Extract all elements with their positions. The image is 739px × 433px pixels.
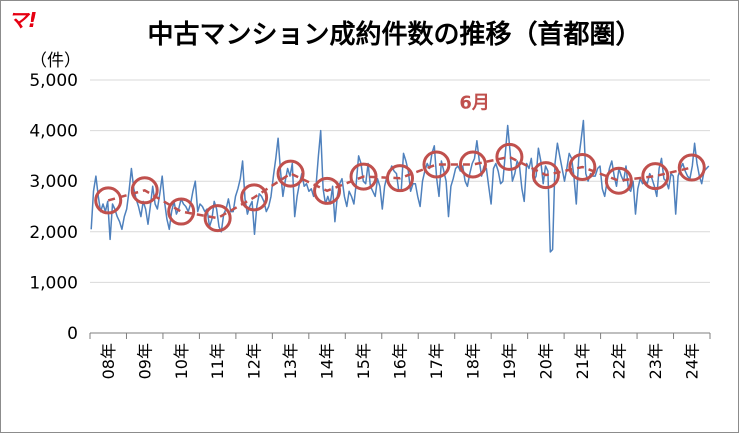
x-tick-label: 14年: [318, 343, 337, 379]
annual-marker: [349, 162, 378, 191]
x-tick-label: 20年: [536, 343, 555, 379]
x-tick-label: 10年: [172, 343, 191, 379]
x-tick-label: 09年: [135, 343, 154, 379]
annual-marker: [313, 176, 342, 205]
y-tick-label: 1,000: [29, 273, 78, 293]
x-tick-label: 17年: [427, 343, 446, 379]
annotation-june: 6月: [459, 93, 490, 114]
annual-marker: [495, 142, 524, 171]
x-tick-label: 12年: [245, 343, 264, 379]
annual-marker: [422, 150, 451, 179]
axes: [89, 332, 711, 339]
tick-labels: 0 1,000 2,000 3,000 4,000 5,000 08年 09年 10年 11年 12…: [29, 71, 701, 379]
annual-marker: [677, 153, 706, 182]
x-tick-label: 21年: [573, 343, 592, 379]
y-tick-label: 2,000: [29, 223, 78, 243]
annual-marker: [94, 186, 123, 215]
annual-marker: [130, 176, 159, 205]
annual-marker: [203, 204, 232, 233]
x-tick-label: 23年: [646, 343, 665, 379]
annual-marker: [167, 197, 196, 226]
annual-series: [94, 142, 706, 233]
brand-logo: マ!: [8, 8, 38, 32]
y-axis-unit-label: （件）: [30, 51, 81, 71]
y-tick-label: 5,000: [29, 71, 78, 91]
annual-marker: [276, 159, 305, 188]
chart-title: 中古マンション成約件数の推移（首都圏）: [147, 20, 642, 50]
annual-marker: [458, 150, 487, 179]
x-tick-label: 13年: [281, 343, 300, 379]
x-tick-label: 08年: [99, 343, 118, 379]
x-tick-label: 19年: [500, 343, 519, 379]
x-tick-label: 15年: [354, 343, 373, 379]
y-tick-label: 0: [67, 324, 78, 344]
annual-marker: [531, 161, 560, 190]
y-tick-label: 3,000: [29, 172, 78, 192]
x-tick-label: 18年: [464, 343, 483, 379]
x-tick-label: 24年: [682, 343, 701, 379]
x-tick-label: 16年: [391, 343, 410, 379]
annual-marker: [641, 162, 670, 191]
annual-marker: [604, 166, 633, 195]
annual-marker: [240, 183, 269, 212]
y-tick-label: 4,000: [29, 122, 78, 142]
x-tick-label: 11年: [208, 343, 227, 379]
x-tick-label: 22年: [609, 343, 628, 379]
annual-marker: [386, 164, 414, 193]
annual-marker: [568, 153, 597, 182]
